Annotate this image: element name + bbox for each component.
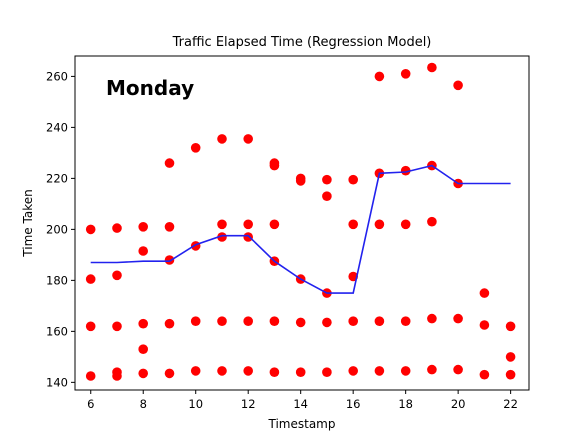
data-point [164,368,175,379]
y-tick-label: 200 [46,222,68,236]
data-point [85,224,96,235]
data-point [479,288,490,298]
x-axis: 6 8 10 12 14 16 18 20 22 [87,390,518,411]
data-point [138,344,148,355]
data-point [269,160,280,171]
data-point [217,134,227,144]
data-point [322,317,332,328]
x-tick-label: 22 [503,397,518,411]
data-point [217,219,227,230]
data-point [190,316,201,327]
data-point [479,320,490,330]
data-point [164,158,175,168]
data-point [505,369,516,380]
data-point [138,318,148,329]
data-point [112,321,122,332]
y-tick-label: 140 [46,375,68,389]
data-point [427,62,437,73]
data-point [243,366,253,376]
y-axis-label: Time Taken [21,189,35,257]
data-point [295,176,306,186]
data-point [269,316,280,327]
data-point [243,316,253,327]
data-point [374,316,385,327]
data-point [112,270,122,281]
x-tick-label: 14 [293,397,308,411]
x-tick-label: 12 [241,397,256,411]
data-point [348,366,359,376]
data-point [243,219,253,230]
data-point [505,352,516,362]
data-point [85,371,96,381]
data-point [400,219,411,230]
data-point [453,313,463,324]
x-tick-label: 10 [188,397,203,411]
data-point [138,246,148,256]
x-tick-label: 18 [398,397,413,411]
data-point [374,366,385,376]
y-tick-label: 220 [46,171,68,185]
data-point [427,216,437,227]
regression-line [90,164,511,294]
x-tick-label: 16 [346,397,361,411]
y-tick-label: 180 [46,273,68,287]
data-point [190,143,201,153]
data-point [269,219,280,230]
x-axis-label: Timestamp [268,417,336,431]
scatter-points [85,62,516,381]
data-point [374,71,385,82]
data-point [217,316,227,327]
data-point [348,219,359,230]
x-tick-label: 8 [140,397,147,411]
data-point [295,367,306,378]
data-point [217,366,227,376]
data-point [400,366,411,376]
data-point [479,369,490,380]
data-point [427,313,437,324]
data-point [138,222,148,232]
data-point [164,222,175,232]
data-point [505,321,516,332]
data-point [269,367,280,378]
data-point [348,174,359,185]
data-point [427,364,437,375]
data-point [453,364,463,375]
chart-title: Traffic Elapsed Time (Regression Model) [172,35,432,50]
day-annotation: Monday [106,76,194,100]
y-axis: 140 160 180 200 220 240 260 [46,69,75,389]
data-point [190,366,201,376]
data-point [217,232,227,242]
data-point [85,321,96,332]
data-point [243,134,253,144]
x-tick-label: 6 [87,397,94,411]
data-point [400,316,411,327]
y-tick-label: 160 [46,324,68,338]
data-point [85,274,96,284]
y-tick-label: 240 [46,120,68,134]
data-point [348,316,359,327]
data-point [453,80,463,91]
data-point [243,232,253,242]
data-point [322,174,332,185]
data-point [400,69,411,79]
data-point [322,191,332,201]
plot-area-frame [74,55,530,391]
data-point [374,219,385,230]
data-point [112,223,122,233]
data-point [164,318,175,329]
data-point [164,255,175,265]
y-tick-label: 260 [46,69,68,83]
data-point [138,368,148,379]
data-point [322,367,332,378]
data-point [295,317,306,328]
data-point [400,165,411,176]
x-tick-label: 20 [451,397,466,411]
data-point [112,371,122,381]
